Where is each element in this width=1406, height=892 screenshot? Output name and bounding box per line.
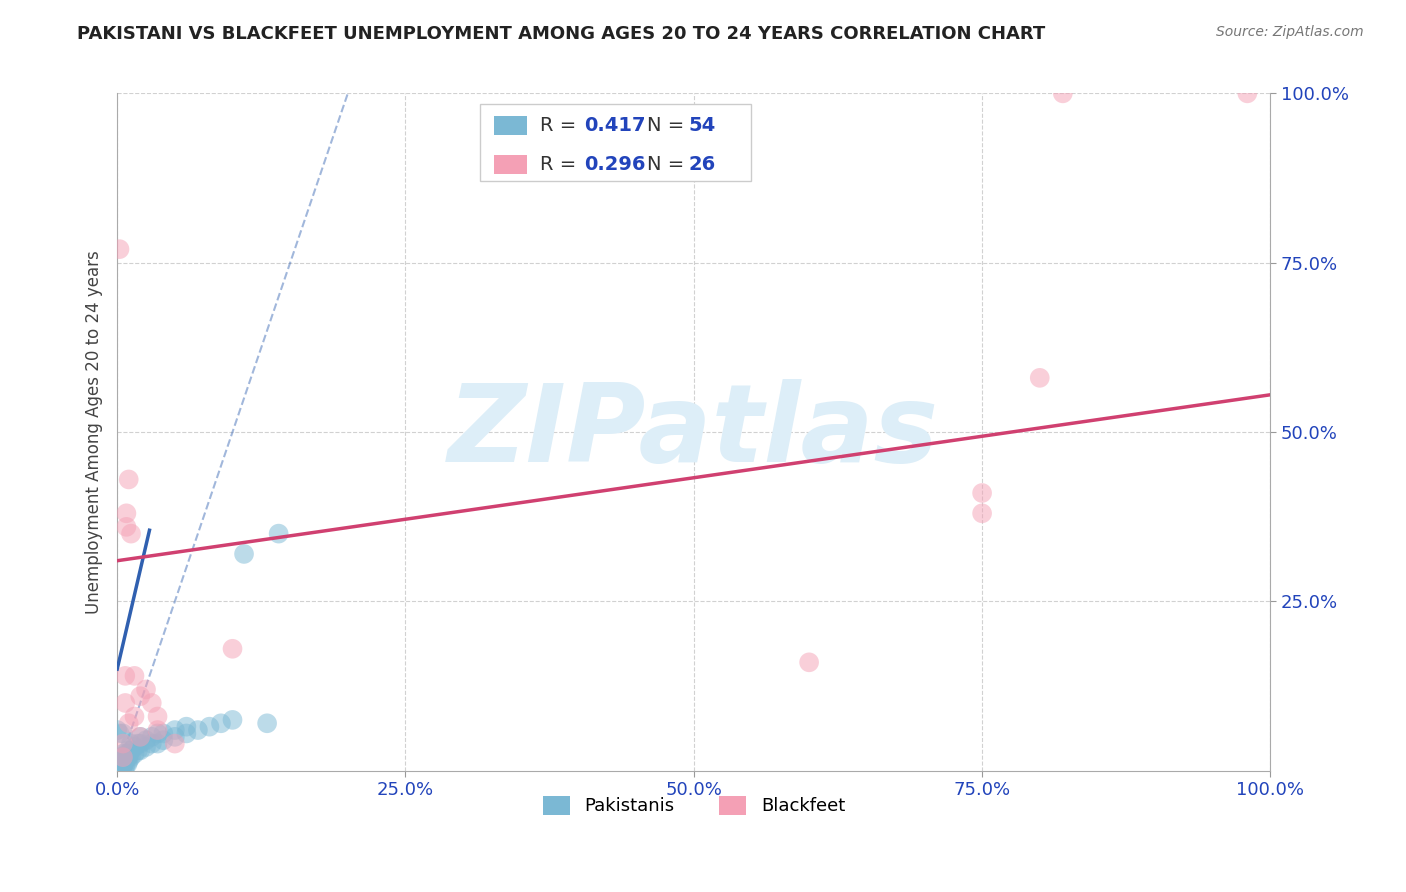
Point [115, 747, 138, 761]
Point [129, 689, 152, 703]
Point [114, 669, 136, 683]
Point [120, 737, 142, 751]
Y-axis label: Unemployment Among Ages 20 to 24 years: Unemployment Among Ages 20 to 24 years [86, 250, 103, 614]
Point [152, 733, 174, 747]
Point [110, 750, 132, 764]
Point [124, 669, 146, 683]
Point [111, 737, 134, 751]
Point [1052, 87, 1074, 101]
Point [115, 520, 138, 534]
Point [114, 760, 136, 774]
Point [118, 472, 141, 486]
Point [111, 726, 134, 740]
Text: Source: ZipAtlas.com: Source: ZipAtlas.com [1216, 25, 1364, 39]
Text: PAKISTANI VS BLACKFEET UNEMPLOYMENT AMONG AGES 20 TO 24 YEARS CORRELATION CHART: PAKISTANI VS BLACKFEET UNEMPLOYMENT AMON… [77, 25, 1046, 43]
Point [146, 726, 169, 740]
Point [198, 720, 221, 734]
Point [111, 754, 134, 768]
Point [108, 726, 131, 740]
Point [111, 756, 134, 771]
Point [129, 730, 152, 744]
Bar [495, 116, 527, 135]
Point [110, 756, 132, 771]
Point [176, 720, 198, 734]
Point [233, 547, 256, 561]
Text: ZIPatlas: ZIPatlas [449, 379, 939, 485]
Text: 0.417: 0.417 [585, 116, 645, 135]
Point [141, 696, 163, 710]
Text: R =: R = [540, 116, 583, 135]
Point [127, 737, 149, 751]
Point [114, 754, 136, 768]
Point [120, 743, 142, 757]
Text: N =: N = [647, 116, 690, 135]
Point [114, 696, 136, 710]
Point [120, 526, 142, 541]
Point [256, 716, 278, 731]
Point [108, 242, 131, 256]
Point [163, 737, 186, 751]
Point [105, 764, 128, 778]
Point [187, 723, 209, 737]
Point [111, 760, 134, 774]
Point [112, 756, 135, 771]
Point [221, 713, 243, 727]
Text: 26: 26 [688, 155, 716, 174]
Point [111, 747, 134, 761]
Point [176, 726, 198, 740]
Text: N =: N = [647, 155, 690, 174]
Legend: Pakistanis, Blackfeet: Pakistanis, Blackfeet [536, 789, 852, 822]
Point [112, 764, 135, 778]
Point [1029, 371, 1052, 385]
Point [124, 709, 146, 723]
Point [267, 526, 290, 541]
Point [111, 764, 134, 778]
Point [117, 743, 139, 757]
Point [129, 730, 152, 744]
Point [972, 506, 994, 520]
Point [209, 716, 232, 731]
Point [120, 750, 142, 764]
Text: 54: 54 [688, 116, 716, 135]
Point [1236, 87, 1258, 101]
Point [111, 750, 134, 764]
Point [118, 716, 141, 731]
Point [118, 754, 141, 768]
Point [127, 743, 149, 757]
Point [972, 486, 994, 500]
Point [108, 760, 131, 774]
Point [105, 723, 128, 737]
Point [118, 750, 141, 764]
Point [146, 737, 169, 751]
Text: 0.296: 0.296 [585, 155, 645, 174]
Bar [495, 155, 527, 174]
Point [163, 723, 186, 737]
Point [146, 709, 169, 723]
Point [221, 641, 243, 656]
Point [141, 737, 163, 751]
Point [118, 747, 141, 761]
Point [124, 739, 146, 754]
Point [135, 682, 157, 697]
Point [115, 506, 138, 520]
Point [135, 739, 157, 754]
Point [129, 743, 152, 757]
Point [141, 730, 163, 744]
FancyBboxPatch shape [481, 103, 751, 181]
Point [111, 750, 134, 764]
Point [152, 726, 174, 740]
Point [117, 750, 139, 764]
Point [797, 656, 820, 670]
Point [146, 723, 169, 737]
Point [117, 756, 139, 771]
Point [163, 730, 186, 744]
Point [135, 733, 157, 747]
Point [115, 750, 138, 764]
Point [124, 747, 146, 761]
Text: R =: R = [540, 155, 583, 174]
Point [129, 737, 152, 751]
